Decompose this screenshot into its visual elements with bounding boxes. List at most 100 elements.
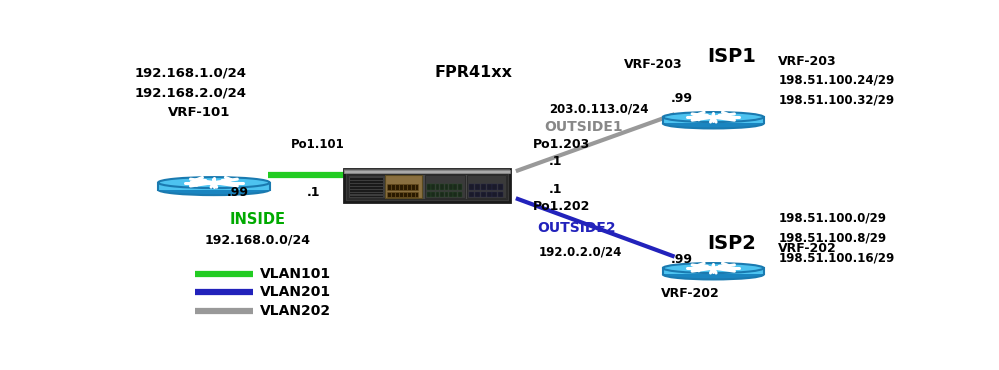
Text: 192.0.2.0/24: 192.0.2.0/24 bbox=[539, 246, 622, 259]
Text: 192.168.0.0/24: 192.168.0.0/24 bbox=[205, 233, 311, 246]
Text: VRF-203: VRF-203 bbox=[624, 58, 683, 71]
Ellipse shape bbox=[158, 184, 270, 195]
Text: OUTSIDE2: OUTSIDE2 bbox=[537, 221, 616, 235]
FancyBboxPatch shape bbox=[404, 192, 407, 197]
Text: VLAN201: VLAN201 bbox=[261, 285, 332, 299]
FancyBboxPatch shape bbox=[400, 192, 403, 197]
FancyBboxPatch shape bbox=[450, 192, 453, 197]
FancyBboxPatch shape bbox=[458, 184, 462, 189]
Polygon shape bbox=[158, 182, 270, 190]
FancyBboxPatch shape bbox=[470, 184, 475, 189]
FancyBboxPatch shape bbox=[396, 192, 399, 197]
FancyBboxPatch shape bbox=[412, 184, 415, 189]
FancyBboxPatch shape bbox=[432, 192, 436, 197]
FancyBboxPatch shape bbox=[350, 187, 383, 189]
FancyBboxPatch shape bbox=[499, 184, 503, 189]
FancyBboxPatch shape bbox=[350, 181, 383, 183]
Text: .99: .99 bbox=[227, 186, 249, 199]
FancyBboxPatch shape bbox=[350, 195, 383, 197]
FancyBboxPatch shape bbox=[441, 184, 444, 189]
Polygon shape bbox=[663, 117, 763, 124]
FancyBboxPatch shape bbox=[350, 193, 383, 194]
Text: 192.168.1.0/24: 192.168.1.0/24 bbox=[135, 66, 247, 80]
Ellipse shape bbox=[663, 112, 763, 122]
Text: 198.51.100.32/29: 198.51.100.32/29 bbox=[778, 94, 894, 107]
Ellipse shape bbox=[158, 177, 270, 188]
Text: ISP2: ISP2 bbox=[707, 234, 756, 253]
FancyBboxPatch shape bbox=[481, 184, 486, 189]
Text: Po1.202: Po1.202 bbox=[532, 200, 590, 213]
Text: .1: .1 bbox=[307, 186, 321, 199]
FancyBboxPatch shape bbox=[467, 175, 506, 198]
FancyBboxPatch shape bbox=[350, 190, 383, 192]
FancyBboxPatch shape bbox=[344, 169, 510, 174]
FancyBboxPatch shape bbox=[344, 169, 510, 173]
FancyBboxPatch shape bbox=[396, 184, 399, 189]
FancyBboxPatch shape bbox=[344, 169, 510, 202]
Text: .99: .99 bbox=[670, 253, 692, 266]
FancyBboxPatch shape bbox=[454, 184, 458, 189]
Text: .99: .99 bbox=[670, 92, 692, 105]
FancyBboxPatch shape bbox=[481, 192, 486, 197]
Text: VLAN202: VLAN202 bbox=[261, 304, 332, 318]
Ellipse shape bbox=[663, 118, 763, 128]
FancyBboxPatch shape bbox=[347, 174, 506, 199]
FancyBboxPatch shape bbox=[445, 192, 449, 197]
Text: VRF-101: VRF-101 bbox=[168, 106, 230, 119]
Text: VRF-203: VRF-203 bbox=[778, 55, 837, 68]
Text: VLAN101: VLAN101 bbox=[261, 267, 332, 281]
FancyBboxPatch shape bbox=[416, 192, 419, 197]
FancyBboxPatch shape bbox=[392, 192, 395, 197]
FancyBboxPatch shape bbox=[416, 184, 419, 189]
FancyBboxPatch shape bbox=[432, 184, 436, 189]
Text: INSIDE: INSIDE bbox=[230, 212, 286, 227]
FancyBboxPatch shape bbox=[427, 192, 431, 197]
Text: Po1.101: Po1.101 bbox=[292, 138, 345, 151]
Text: 198.51.100.0/29: 198.51.100.0/29 bbox=[778, 212, 886, 225]
FancyBboxPatch shape bbox=[350, 178, 383, 180]
FancyBboxPatch shape bbox=[487, 192, 492, 197]
Ellipse shape bbox=[663, 269, 763, 279]
Text: 192.168.2.0/24: 192.168.2.0/24 bbox=[135, 86, 247, 99]
Text: Po1.203: Po1.203 bbox=[532, 138, 590, 151]
FancyBboxPatch shape bbox=[476, 192, 481, 197]
FancyBboxPatch shape bbox=[458, 192, 462, 197]
FancyBboxPatch shape bbox=[392, 184, 395, 189]
FancyBboxPatch shape bbox=[385, 175, 422, 198]
FancyBboxPatch shape bbox=[388, 184, 391, 189]
FancyBboxPatch shape bbox=[476, 184, 481, 189]
FancyBboxPatch shape bbox=[349, 175, 385, 198]
Ellipse shape bbox=[663, 263, 763, 273]
FancyBboxPatch shape bbox=[436, 192, 440, 197]
Text: 198.51.100.24/29: 198.51.100.24/29 bbox=[778, 74, 894, 87]
FancyBboxPatch shape bbox=[493, 184, 498, 189]
FancyBboxPatch shape bbox=[427, 184, 431, 189]
FancyBboxPatch shape bbox=[499, 192, 503, 197]
FancyBboxPatch shape bbox=[388, 192, 391, 197]
FancyBboxPatch shape bbox=[450, 184, 453, 189]
FancyBboxPatch shape bbox=[441, 192, 444, 197]
Text: FPR41xx: FPR41xx bbox=[435, 65, 512, 80]
Text: .1: .1 bbox=[548, 155, 561, 168]
FancyBboxPatch shape bbox=[436, 184, 440, 189]
FancyBboxPatch shape bbox=[445, 184, 449, 189]
Text: 203.0.113.0/24: 203.0.113.0/24 bbox=[549, 102, 648, 115]
FancyBboxPatch shape bbox=[404, 184, 407, 189]
Text: 198.51.100.8/29: 198.51.100.8/29 bbox=[778, 232, 886, 245]
Polygon shape bbox=[663, 268, 763, 275]
FancyBboxPatch shape bbox=[408, 184, 411, 189]
FancyBboxPatch shape bbox=[350, 184, 383, 186]
Text: OUTSIDE1: OUTSIDE1 bbox=[544, 120, 623, 134]
Text: VRF-202: VRF-202 bbox=[778, 242, 837, 255]
FancyBboxPatch shape bbox=[470, 192, 475, 197]
Text: .1: .1 bbox=[548, 183, 561, 196]
FancyBboxPatch shape bbox=[400, 184, 403, 189]
FancyBboxPatch shape bbox=[454, 192, 458, 197]
FancyBboxPatch shape bbox=[493, 192, 498, 197]
FancyBboxPatch shape bbox=[487, 184, 492, 189]
FancyBboxPatch shape bbox=[412, 192, 415, 197]
Text: VRF-202: VRF-202 bbox=[661, 287, 720, 300]
FancyBboxPatch shape bbox=[408, 192, 411, 197]
Text: ISP1: ISP1 bbox=[707, 47, 756, 66]
Text: 198.51.100.16/29: 198.51.100.16/29 bbox=[778, 252, 894, 265]
